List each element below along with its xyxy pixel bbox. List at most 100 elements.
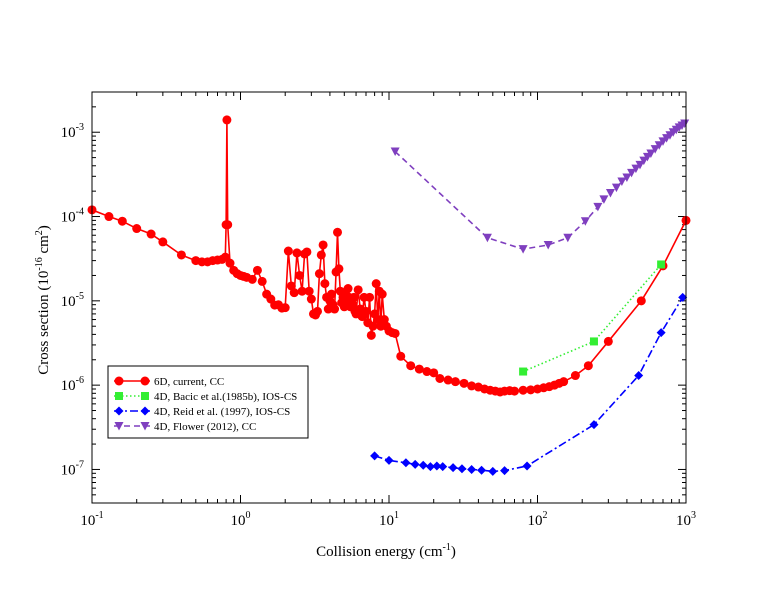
y-tick-label: 10-5 (61, 291, 84, 310)
tick-labels: 10-1 100 101 102 103 10-7 10-6 10-5 10-4 10-3 (61, 122, 696, 529)
data-point (366, 330, 376, 340)
data-point (477, 465, 487, 475)
data-point (418, 460, 428, 470)
x-tick-label: 100 (231, 510, 251, 529)
data-point (429, 368, 439, 378)
data-point (280, 303, 290, 313)
data-point (334, 264, 344, 274)
data-point (500, 466, 510, 476)
y-axis-label: Cross section (10-16 cm2) (34, 225, 52, 375)
data-point (631, 164, 641, 174)
data-point (518, 245, 528, 254)
data-point (654, 141, 664, 150)
data-point (257, 276, 267, 286)
data-point (225, 258, 235, 268)
data-point (627, 168, 637, 178)
data-point (636, 296, 646, 306)
data-point (222, 115, 232, 125)
data-point (377, 289, 387, 299)
data-point (425, 462, 435, 472)
data-point (365, 292, 375, 302)
data-point (349, 292, 359, 302)
data-point (316, 250, 326, 260)
legend-entry-3: 4D, Flower (2012), CC (114, 421, 256, 433)
data-point (312, 306, 322, 316)
data-point (333, 227, 343, 237)
data-point (330, 304, 340, 314)
data-point (289, 288, 299, 298)
data-point (467, 464, 477, 474)
data-point (390, 147, 400, 157)
data-point (371, 279, 381, 289)
legend: 6D, current, CC 4D, Bacic et al.(1985b),… (107, 365, 309, 439)
data-point (370, 451, 380, 461)
series-1 (519, 260, 666, 376)
data-point (353, 285, 363, 295)
legend-entry-1: 4D, Bacic et al.(1985b), IOS-CS (114, 391, 297, 403)
data-point (459, 378, 469, 388)
data-point (634, 371, 644, 381)
data-point (343, 284, 353, 294)
data-point (306, 294, 316, 304)
data-point (457, 464, 467, 474)
data-point (589, 337, 598, 346)
data-point (635, 160, 645, 170)
data-point (435, 373, 445, 383)
data-point (563, 233, 573, 243)
data-point (247, 274, 257, 284)
data-point (522, 461, 532, 471)
data-point (650, 145, 660, 154)
legend-label: 6D, current, CC (154, 376, 224, 388)
data-point (617, 177, 627, 187)
data-point (146, 229, 156, 239)
y-tick-label: 10-7 (61, 459, 84, 478)
data-point (450, 377, 460, 387)
legend-label: 4D, Bacic et al.(1985b), IOS-CS (154, 391, 297, 403)
x-tick-label: 10-1 (80, 510, 103, 529)
data-point (488, 466, 498, 476)
data-point (467, 381, 477, 391)
data-point (656, 328, 666, 338)
data-point (396, 351, 406, 361)
data-point (583, 361, 593, 371)
data-point (509, 386, 519, 396)
x-tick-label: 101 (379, 510, 399, 529)
series-3 (390, 119, 690, 254)
data-point (410, 459, 420, 469)
legend-entry-0: 6D, current, CC (114, 376, 224, 388)
data-point (611, 183, 621, 193)
data-point (158, 237, 168, 247)
data-point (302, 247, 312, 257)
data-point (252, 265, 262, 275)
data-point (176, 250, 186, 260)
data-point (318, 240, 328, 250)
series-0 (87, 115, 691, 397)
data-point (132, 224, 142, 234)
data-point (432, 461, 442, 471)
data-point (605, 189, 615, 198)
data-point (657, 260, 666, 269)
series-line (374, 296, 684, 473)
series-line (394, 122, 686, 250)
data-point (543, 240, 553, 250)
data-point (603, 336, 613, 346)
data-point (390, 328, 400, 338)
data-point (518, 385, 528, 395)
data-point (104, 212, 114, 222)
data-point (482, 233, 492, 243)
data-point (443, 375, 453, 385)
data-point (680, 119, 690, 128)
data-point (401, 458, 411, 468)
data-point (580, 217, 590, 226)
series-line (522, 263, 662, 373)
data-point (622, 173, 632, 183)
data-point (422, 367, 432, 377)
legend-label: 4D, Reid et al. (1997), IOS-CS (154, 406, 290, 418)
legend-label: 4D, Flower (2012), CC (154, 421, 256, 433)
data-point (384, 455, 394, 465)
data-point (220, 252, 230, 262)
x-tick-label: 102 (528, 510, 548, 529)
data-point (646, 149, 656, 158)
data-point (589, 420, 599, 430)
y-tick-label: 10-4 (61, 207, 84, 226)
